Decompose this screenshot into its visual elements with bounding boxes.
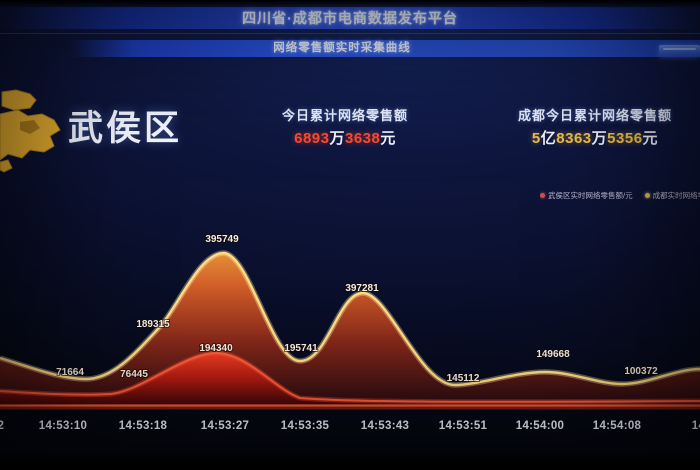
stat-district-num-1: 6893 <box>294 130 330 147</box>
x-tick-partial-left: 14:53:02 <box>0 420 4 432</box>
chart-title: 网络零售额实时采集曲线 <box>273 42 411 54</box>
stat-city-num-1: 5 <box>531 130 541 147</box>
x-tick-partial-right: 14:54:16 <box>692 420 700 432</box>
stat-district-today: 今日累计网络零售额 6893万3638元 <box>225 105 465 148</box>
point-label: 189315 <box>136 319 170 330</box>
legend-item-city[interactable]: 成都实时网络零售额/元 <box>644 190 700 201</box>
stat-city-num-2: 8363 <box>556 130 592 147</box>
top-right-badge-button[interactable] <box>659 45 700 57</box>
point-label: 194340 <box>199 343 233 354</box>
x-tick: 14:53:51 <box>439 420 488 432</box>
stat-district-value: 6893万3638元 <box>225 127 465 148</box>
series-city-area <box>0 250 700 406</box>
stat-district-unit-1: 万 <box>329 130 345 147</box>
stat-district-unit-2: 元 <box>380 130 396 147</box>
x-tick: 14:53:18 <box>119 420 168 432</box>
x-tick: 14:54:00 <box>516 420 564 432</box>
legend-dot-red-icon <box>540 192 545 198</box>
point-label: 149668 <box>536 349 570 360</box>
header-divider <box>0 33 700 34</box>
point-label: 397281 <box>345 283 379 294</box>
x-tick: 14:54:08 <box>593 420 642 432</box>
stat-city-today: 成都今日累计网络零售额 5亿8363万5356元 <box>475 105 700 148</box>
point-label: 71664 <box>56 367 84 378</box>
stat-city-label: 成都今日累计网络零售额 <box>517 108 672 123</box>
x-tick: 14:53:27 <box>201 420 249 432</box>
photo-edge-bottom <box>0 450 700 470</box>
point-label: 195741 <box>284 343 318 354</box>
x-tick: 14:53:10 <box>39 420 87 432</box>
point-label: 395749 <box>205 234 239 245</box>
legend-label-city: 成都实时网络零售额/元 <box>652 190 700 200</box>
stat-city-unit-3: 元 <box>642 130 659 147</box>
stat-city-unit-2: 万 <box>591 130 608 147</box>
chart-legend: 武侯区实时网络零售额/元 成都实时网络零售额/元 <box>540 189 700 201</box>
stat-district-num-2: 3638 <box>345 130 381 147</box>
stat-district-label: 今日累计网络零售额 <box>281 108 408 123</box>
stat-city-num-3: 5356 <box>607 130 643 147</box>
point-label: 76445 <box>120 369 148 380</box>
district-map-icon <box>0 89 61 173</box>
stat-city-value: 5亿8363万5356元 <box>475 127 700 148</box>
page-title: 四川省·成都市电商数据发布平台 <box>0 7 700 29</box>
realtime-chart: 71664 189315 395749 195741 397281 145112… <box>0 233 700 432</box>
stat-city-unit-1: 亿 <box>540 130 557 147</box>
point-label: 100372 <box>624 366 658 377</box>
point-label: 145112 <box>447 373 480 384</box>
x-tick: 14:53:43 <box>361 420 409 432</box>
subtitle-band <box>70 40 700 57</box>
legend-dot-yellow-icon <box>644 192 650 198</box>
series-district-area <box>0 350 700 406</box>
district-name: 武侯区 <box>68 109 183 148</box>
legend-label-district: 武侯区实时网络零售额/元 <box>548 190 633 200</box>
legend-item-district[interactable]: 武侯区实时网络零售额/元 <box>540 190 633 201</box>
x-tick: 14:53:35 <box>281 420 330 432</box>
